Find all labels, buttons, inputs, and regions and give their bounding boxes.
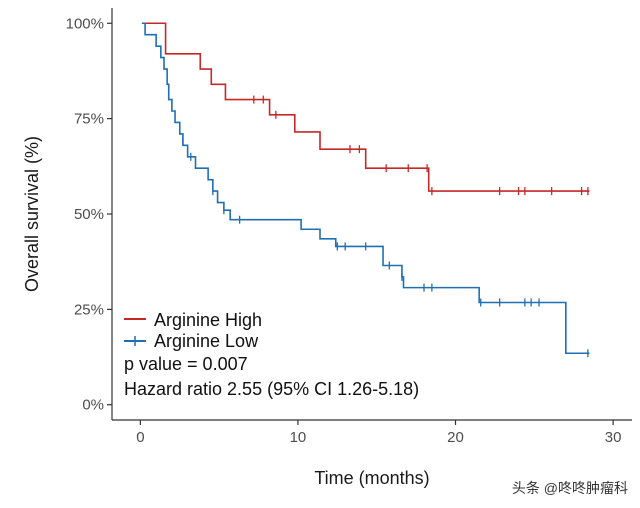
y-tick-label: 25% xyxy=(74,301,104,318)
y-tick-label: 0% xyxy=(82,397,104,414)
p-value-annotation: p value = 0.007 xyxy=(124,354,248,374)
hazard-ratio-annotation: Hazard ratio 2.55 (95% CI 1.26-5.18) xyxy=(124,379,419,399)
legend: Arginine High Arginine Low xyxy=(124,310,262,351)
censor-marks xyxy=(168,86,589,358)
y-axis-ticks: 0% 25% 50% 75% 100% xyxy=(66,15,112,414)
x-axis-ticks: 0 10 20 30 xyxy=(136,420,621,446)
y-tick-label: 50% xyxy=(74,206,104,223)
x-tick-label: 10 xyxy=(290,429,307,446)
x-tick-label: 0 xyxy=(136,429,144,446)
y-tick-label: 100% xyxy=(66,15,104,32)
y-axis-title: Overall survival (%) xyxy=(22,136,42,292)
y-tick-label: 75% xyxy=(74,111,104,128)
legend-label-low: Arginine Low xyxy=(154,331,259,351)
x-tick-label: 30 xyxy=(605,429,622,446)
survival-curve-low xyxy=(141,22,590,355)
x-axis-title: Time (months) xyxy=(314,468,429,488)
watermark-text: 头条 @咚咚肿瘤科 xyxy=(512,480,628,496)
legend-label-high: Arginine High xyxy=(154,310,262,330)
x-tick-label: 20 xyxy=(447,429,464,446)
survival-curves xyxy=(141,22,590,355)
survival-curve-high xyxy=(141,22,590,192)
